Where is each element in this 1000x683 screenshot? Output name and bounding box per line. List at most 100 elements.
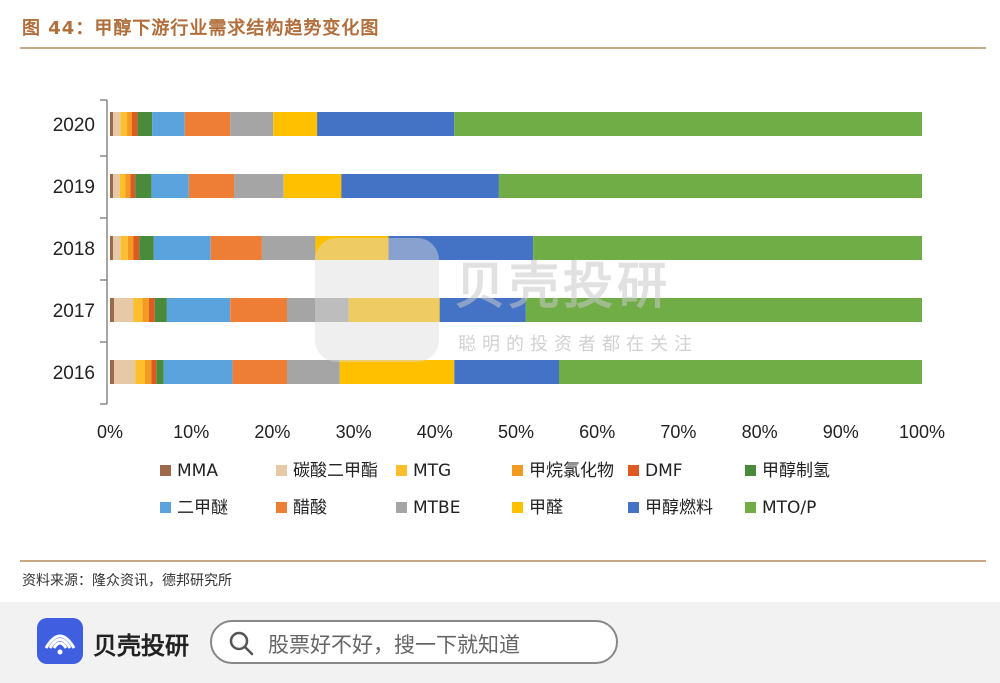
x-tick-label: 80% bbox=[742, 422, 778, 442]
bar-segment bbox=[287, 298, 349, 322]
legend-label: MTBE bbox=[413, 498, 460, 518]
bar-segment bbox=[151, 360, 157, 384]
bar-segment bbox=[144, 360, 152, 384]
legend-item: 醋酸 bbox=[276, 498, 327, 518]
legend-item: 二甲醚 bbox=[160, 498, 228, 518]
legend-swatch bbox=[745, 465, 756, 476]
bar-segment bbox=[261, 236, 316, 260]
watermark-name: 贝壳投研 bbox=[455, 257, 671, 315]
brand-name[interactable]: 贝壳投研 bbox=[93, 632, 189, 660]
legend-swatch bbox=[160, 502, 171, 513]
x-axis-labels: 0% 10% 20% 30% 40% 50% 60% 70% 80% 90% 100% bbox=[97, 422, 945, 442]
title-divider bbox=[20, 47, 986, 49]
legend-item: MTG bbox=[396, 461, 451, 481]
x-tick-label: 60% bbox=[579, 422, 615, 442]
bar-segment bbox=[454, 112, 922, 136]
legend-swatch bbox=[512, 465, 523, 476]
y-tick-label: 2019 bbox=[53, 177, 95, 198]
legend-label: 碳酸二甲酯 bbox=[293, 461, 378, 481]
bar-segment bbox=[135, 174, 152, 198]
bar-segment bbox=[113, 236, 121, 260]
legend-item: MMA bbox=[160, 461, 218, 481]
x-tick-label: 50% bbox=[498, 422, 534, 442]
legend-label: DMF bbox=[645, 461, 683, 481]
stacked-bar-chart: 2020 2019 2018 2017 2016 0% 10% 20% 30% 40% 50% 60… bbox=[53, 99, 945, 518]
y-axis-labels: 2020 2019 2018 2017 2016 bbox=[53, 115, 95, 384]
search-icon[interactable] bbox=[228, 630, 254, 656]
bar-segment bbox=[114, 360, 136, 384]
legend-item: 碳酸二甲酯 bbox=[276, 461, 378, 481]
x-tick-label: 0% bbox=[97, 422, 123, 442]
bar-segment bbox=[114, 298, 134, 322]
bar-segment bbox=[154, 298, 167, 322]
y-tick-label: 2017 bbox=[53, 301, 95, 322]
bar-segment bbox=[230, 112, 274, 136]
bar-segment bbox=[388, 236, 533, 260]
bar-segment bbox=[137, 112, 153, 136]
bar-segment bbox=[234, 174, 284, 198]
brand-logo[interactable] bbox=[37, 618, 83, 664]
bar-segment bbox=[163, 360, 233, 384]
legend-label: MMA bbox=[177, 461, 218, 481]
bar-segment bbox=[184, 112, 231, 136]
y-tick-label: 2016 bbox=[53, 363, 95, 384]
bar-segment bbox=[166, 298, 231, 322]
bar-segment bbox=[119, 174, 126, 198]
legend-label: 醋酸 bbox=[293, 498, 327, 518]
legend-item: 甲醇制氢 bbox=[745, 461, 830, 481]
legend-item: 甲醇燃料 bbox=[628, 498, 713, 518]
bar-segment bbox=[210, 236, 262, 260]
bar-segment bbox=[120, 236, 128, 260]
legend-swatch bbox=[396, 502, 407, 513]
bar-segment bbox=[130, 174, 136, 198]
legend-swatch bbox=[276, 502, 287, 513]
y-axis-ticks bbox=[100, 99, 107, 405]
search-input[interactable] bbox=[210, 620, 618, 664]
bar-segment bbox=[133, 236, 140, 260]
bar-segment bbox=[131, 112, 138, 136]
bar-segment bbox=[156, 360, 164, 384]
bar-segment bbox=[120, 112, 128, 136]
bar-segment bbox=[135, 360, 145, 384]
bar-segment bbox=[287, 360, 340, 384]
legend-item: 甲醛 bbox=[512, 498, 563, 518]
source-note: 资料来源：隆众资讯，德邦研究所 bbox=[22, 573, 232, 589]
legend-item: DMF bbox=[628, 461, 683, 481]
legend-label: 二甲醚 bbox=[177, 498, 228, 518]
bar-segment bbox=[498, 174, 922, 198]
x-tick-label: 70% bbox=[660, 422, 696, 442]
bar-segment bbox=[317, 112, 455, 136]
legend-swatch bbox=[628, 502, 639, 513]
legend-label: 甲烷氯化物 bbox=[529, 461, 614, 481]
bar-segment bbox=[152, 112, 185, 136]
bar-segment bbox=[139, 236, 154, 260]
figure-title: 图 44：甲醇下游行业需求结构趋势变化图 bbox=[22, 18, 380, 39]
x-tick-label: 90% bbox=[823, 422, 859, 442]
bar-segment bbox=[153, 236, 211, 260]
bar-segment bbox=[283, 174, 342, 198]
y-tick-label: 2018 bbox=[53, 239, 95, 260]
bar-segment bbox=[151, 174, 189, 198]
search-placeholder[interactable]: 股票好不好，搜一下就知道 bbox=[268, 633, 520, 657]
bar-segment bbox=[113, 112, 121, 136]
bar-segment bbox=[133, 298, 143, 322]
legend-label: 甲醇制氢 bbox=[762, 461, 830, 481]
bar-segment bbox=[230, 298, 287, 322]
x-tick-label: 10% bbox=[173, 422, 209, 442]
bar-segment bbox=[273, 112, 317, 136]
legend-swatch bbox=[512, 502, 523, 513]
legend-label: MTG bbox=[413, 461, 451, 481]
bar-segment bbox=[232, 360, 287, 384]
bar-segment bbox=[348, 298, 440, 322]
legend-swatch bbox=[160, 465, 171, 476]
bar-segment bbox=[127, 236, 134, 260]
legend-item: MTO/P bbox=[745, 498, 816, 518]
legend-label: MTO/P bbox=[762, 498, 816, 518]
bar-area bbox=[110, 112, 922, 384]
legend-item: MTBE bbox=[396, 498, 460, 518]
bar-segment bbox=[142, 298, 149, 322]
bar-segment bbox=[533, 236, 922, 260]
legend-label: 甲醛 bbox=[529, 498, 563, 518]
source-divider bbox=[20, 560, 986, 562]
